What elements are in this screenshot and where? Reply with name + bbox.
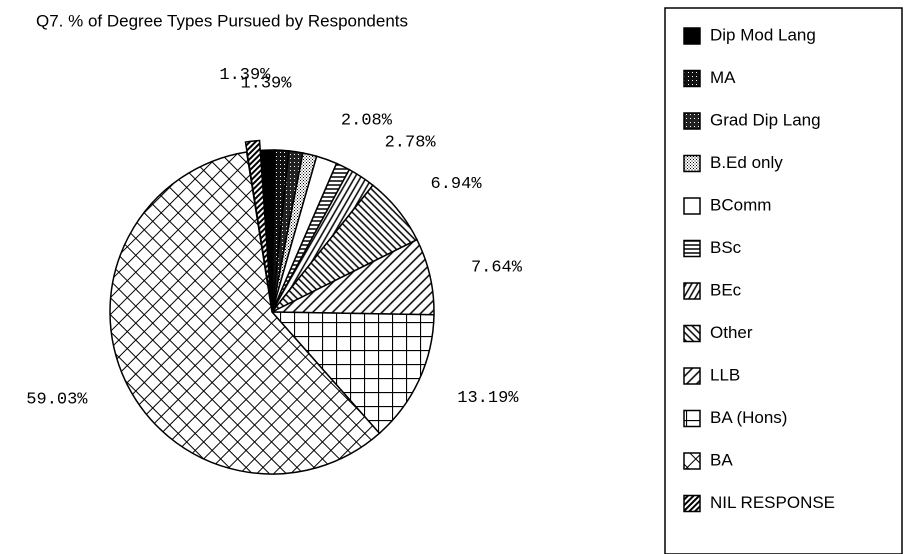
pie-slice <box>244 139 272 303</box>
legend-swatch <box>683 494 701 513</box>
slice-label: 6.94% <box>431 175 483 194</box>
slice-label: 59.03% <box>26 391 88 410</box>
legend-swatch <box>683 112 701 130</box>
slice-label: 1.39% <box>219 66 271 85</box>
legend-label: BSc <box>710 238 742 257</box>
legend-label: BA (Hons) <box>710 408 787 427</box>
slice-label: 2.78% <box>385 133 437 152</box>
legend-swatch <box>683 409 701 428</box>
legend-label: LLB <box>710 365 740 384</box>
slice-label: 1.39% <box>240 75 292 94</box>
legend-swatch <box>683 154 701 173</box>
legend-label: Other <box>710 323 753 342</box>
slice-label: 2.08% <box>341 111 393 130</box>
legend-swatch <box>683 27 701 45</box>
legend-swatch <box>683 452 701 470</box>
legend-swatch <box>683 324 701 343</box>
slice-label: 13.19% <box>457 389 519 408</box>
legend-label: NIL RESPONSE <box>710 493 835 512</box>
legend-swatch <box>683 282 701 300</box>
legend-label: BA <box>710 450 733 469</box>
legend-label: BEc <box>710 280 742 299</box>
legend-swatch <box>683 69 701 88</box>
chart-title: Q7. % of Degree Types Pursued by Respond… <box>36 11 408 30</box>
legend-label: MA <box>710 68 736 87</box>
legend-swatch <box>683 367 701 385</box>
legend-label: Grad Dip Lang <box>710 110 821 129</box>
legend-swatch <box>683 197 701 215</box>
pie-slice <box>270 311 435 435</box>
legend-label: B.Ed only <box>710 153 783 172</box>
pie-slice <box>109 151 381 475</box>
legend-label: BComm <box>710 195 771 214</box>
slice-label: 7.64% <box>471 258 523 277</box>
legend-swatch <box>683 239 701 258</box>
legend-label: Dip Mod Lang <box>710 25 816 44</box>
legend-box <box>664 7 903 554</box>
